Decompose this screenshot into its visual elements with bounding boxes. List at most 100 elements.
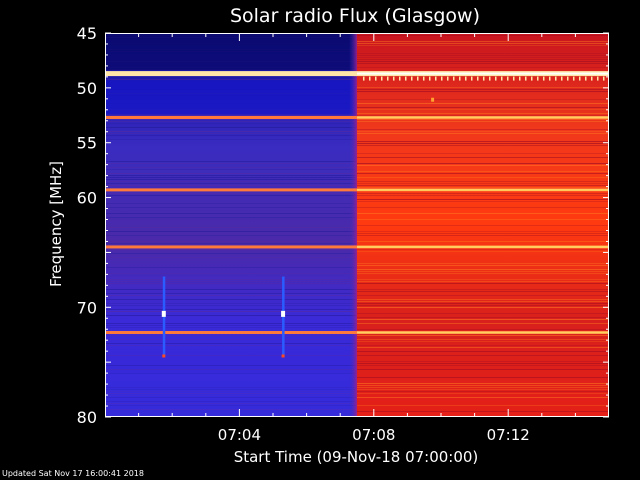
streak — [105, 323, 357, 324]
streak — [357, 131, 609, 132]
streak — [357, 133, 609, 134]
bright-line — [399, 76, 401, 81]
spike-burst — [162, 354, 166, 358]
streak — [357, 187, 609, 188]
bright-line — [357, 72, 609, 75]
plot-area — [105, 33, 609, 417]
streak — [357, 87, 609, 88]
y-tick-label: 60 — [77, 189, 97, 208]
streak — [357, 289, 609, 290]
streak — [105, 133, 357, 134]
streak — [357, 235, 609, 236]
streak — [105, 391, 357, 392]
streak — [357, 45, 609, 46]
y-tick-label: 55 — [77, 134, 97, 153]
streak — [357, 199, 609, 200]
post-transition-region — [357, 33, 609, 417]
streak — [357, 269, 609, 270]
streak — [357, 391, 609, 392]
streak — [105, 195, 357, 196]
streak — [357, 389, 609, 390]
streak — [357, 165, 609, 166]
streak — [105, 139, 357, 140]
bright-line — [561, 76, 563, 81]
bright-line — [429, 76, 431, 81]
streak — [105, 293, 357, 294]
streak — [357, 103, 609, 104]
streak — [357, 283, 609, 284]
streak — [357, 57, 609, 58]
y-axis-ticks: 45 50 55 60 70 80 — [77, 24, 609, 427]
streak — [105, 373, 357, 374]
streak — [105, 295, 357, 296]
streak — [105, 33, 357, 71]
streak — [105, 241, 357, 242]
bright-line — [549, 76, 551, 81]
bright-line — [573, 76, 575, 81]
bright-line — [591, 76, 593, 81]
streak — [357, 299, 609, 300]
streak — [357, 129, 609, 130]
streak — [105, 345, 357, 346]
bright-line — [513, 76, 515, 81]
bright-line — [603, 76, 605, 81]
streak — [357, 347, 609, 348]
streak — [357, 177, 609, 178]
streak — [357, 317, 609, 318]
streak — [105, 355, 357, 356]
streak — [105, 121, 357, 122]
streak — [357, 225, 609, 226]
bright-line — [507, 76, 509, 81]
x-axis-ticks: 07:04 07:08 07:12 — [138, 33, 576, 444]
streak — [357, 301, 609, 302]
streak — [357, 141, 609, 142]
bright-line — [489, 76, 491, 81]
bright-line — [393, 76, 395, 81]
streak — [357, 145, 609, 146]
streak — [357, 183, 609, 184]
bright-line — [531, 76, 533, 81]
bright-line — [495, 76, 497, 81]
spike-burst — [431, 97, 435, 102]
streak — [357, 109, 609, 110]
streak — [105, 167, 357, 168]
streak — [357, 99, 609, 100]
streak — [105, 257, 357, 258]
plot-frame — [105, 33, 609, 417]
streak — [357, 345, 609, 346]
streak — [357, 43, 609, 44]
streak — [357, 295, 609, 296]
streak — [357, 291, 609, 292]
streak — [105, 327, 357, 328]
bright-line — [363, 76, 365, 81]
streak — [105, 343, 357, 344]
streak — [357, 335, 609, 336]
streak — [105, 183, 357, 184]
streak — [105, 175, 357, 176]
streak — [357, 193, 609, 194]
bright-line — [537, 76, 539, 81]
streak — [105, 365, 357, 366]
y-axis-label: Frequency [MHz] — [47, 161, 65, 287]
y-tick-label: 50 — [77, 79, 97, 98]
streak — [105, 193, 357, 194]
streak — [357, 171, 609, 172]
streak — [357, 385, 609, 386]
streak — [357, 91, 609, 92]
streak — [105, 309, 357, 310]
streak — [105, 231, 357, 232]
streak — [357, 397, 609, 398]
streak — [357, 339, 609, 340]
streak — [357, 361, 609, 362]
bright-line — [543, 76, 545, 81]
streak — [105, 243, 357, 244]
streak — [357, 251, 609, 252]
streak — [105, 405, 357, 406]
streak — [357, 61, 609, 62]
streak — [357, 89, 609, 90]
streak — [105, 135, 357, 136]
bright-line — [423, 76, 425, 81]
bright-line — [375, 76, 377, 81]
bright-line — [501, 76, 503, 81]
streak — [105, 387, 357, 388]
